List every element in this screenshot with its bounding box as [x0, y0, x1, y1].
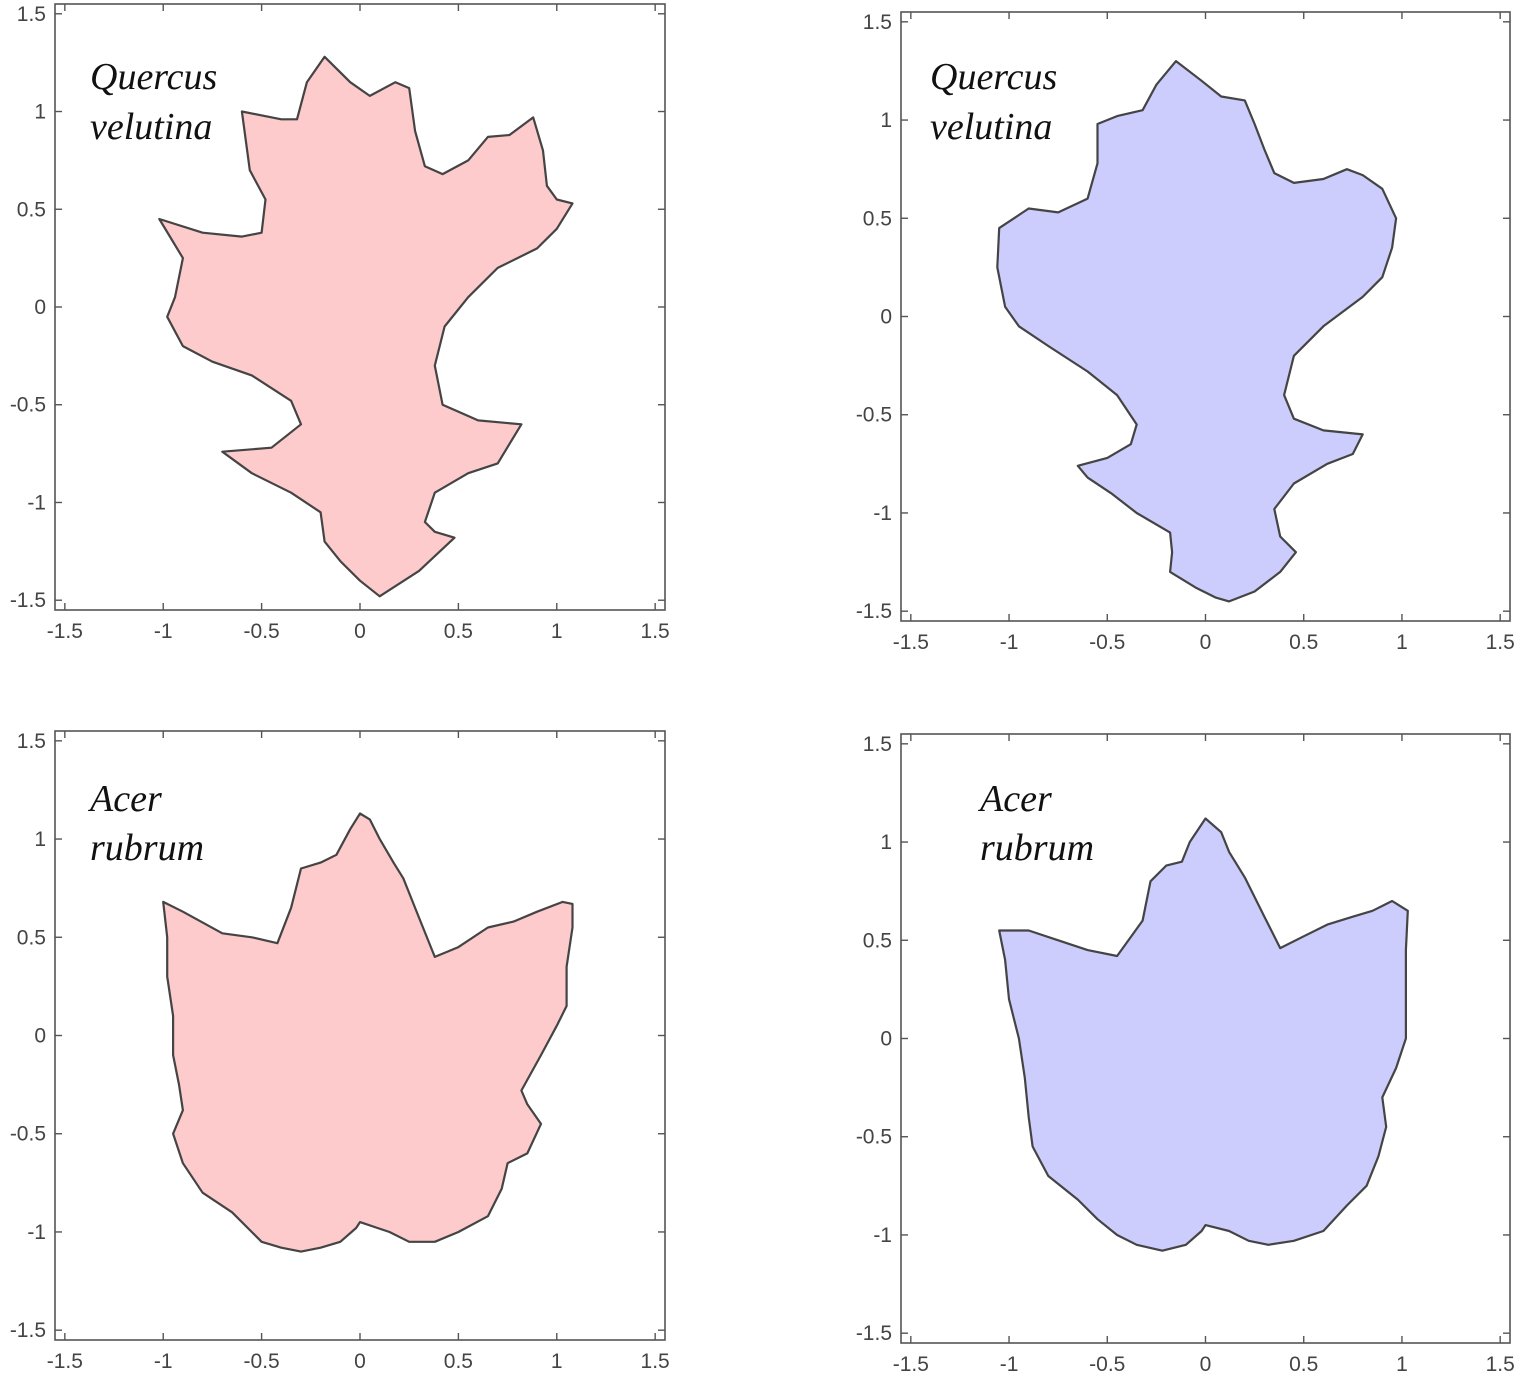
species-label-line-2: rubrum	[90, 827, 204, 869]
leaf-outline	[996, 60, 1398, 603]
y-tick-label: -1.5	[10, 589, 46, 612]
y-tick-label: 1	[34, 828, 46, 851]
x-tick-label: -1	[1000, 631, 1019, 654]
x-tick-label: 1	[1396, 631, 1408, 654]
leaf-outline	[158, 55, 574, 598]
x-tick-label: 0	[1200, 1353, 1212, 1376]
panel-bottom-right: Acer rubrum -1.5 -1 -0.5 0 0.5 1 1.5 -1.5 -1 -0.5…	[856, 733, 1515, 1376]
leaf-outline	[162, 812, 574, 1253]
y-tick-label: 1	[880, 831, 892, 854]
species-label-line-2: velutina	[930, 106, 1052, 148]
y-tick-label: 0	[880, 1028, 892, 1051]
x-tick-label: 0.5	[1289, 1353, 1318, 1376]
x-tick-label: 1.5	[641, 620, 670, 643]
x-tick-label: 0.5	[444, 1350, 473, 1373]
y-tick-label: -1	[873, 1224, 892, 1247]
y-tick-label: -1.5	[10, 1319, 46, 1342]
x-tick-label: -1.5	[893, 631, 929, 654]
x-tick-label: 1.5	[641, 1350, 670, 1373]
x-tick-label: -1.5	[47, 620, 83, 643]
y-tick-label: -1.5	[856, 1322, 892, 1345]
y-tick-label: -0.5	[10, 1123, 46, 1146]
y-tick-label: 1	[34, 101, 46, 124]
x-tick-label: 0.5	[444, 620, 473, 643]
x-tick-label: 1	[1396, 1353, 1408, 1376]
x-tick-label: 1.5	[1486, 1353, 1515, 1376]
species-label-line-1: Acer	[977, 778, 1052, 820]
y-tick-label: 0	[34, 1025, 46, 1048]
y-tick-label: 0.5	[863, 207, 892, 230]
y-tick-label: 0.5	[17, 198, 46, 221]
y-tick-label: 0	[34, 296, 46, 319]
leaf-outline	[998, 817, 1409, 1252]
x-tick-label: -0.5	[1089, 1353, 1125, 1376]
x-tick-label: -0.5	[1089, 631, 1125, 654]
species-label-line-1: Quercus	[90, 56, 217, 98]
species-label-line-1: Quercus	[930, 56, 1057, 98]
y-tick-label: 1.5	[863, 11, 892, 34]
y-tick-label: -1	[27, 1221, 46, 1244]
y-tick-label: -0.5	[856, 1126, 892, 1149]
x-tick-label: 0	[1200, 631, 1212, 654]
x-tick-label: -1.5	[893, 1353, 929, 1376]
panel-bottom-left: Acer rubrum -1.5 -1 -0.5 0 0.5 1 1.5 -1.5 -1 -0.5…	[10, 730, 670, 1373]
y-tick-label: -1.5	[856, 600, 892, 623]
y-tick-label: -0.5	[856, 404, 892, 427]
x-tick-label: 0	[354, 620, 366, 643]
y-tick-label: -0.5	[10, 394, 46, 417]
x-tick-label: -1.5	[47, 1350, 83, 1373]
y-tick-label: 1.5	[17, 3, 46, 26]
x-tick-label: -0.5	[244, 620, 280, 643]
x-tick-label: 1.5	[1486, 631, 1515, 654]
x-tick-label: -1	[154, 620, 173, 643]
y-tick-label: 1.5	[17, 730, 46, 753]
y-tick-label: 0.5	[863, 929, 892, 952]
x-tick-label: -1	[1000, 1353, 1019, 1376]
species-label-line-2: velutina	[90, 106, 212, 148]
y-tick-label: 0.5	[17, 926, 46, 949]
panel-top-left: Quercus velutina -1.5 -1 -0.5 0 0.5 1 1.5 -1.5 -…	[10, 3, 670, 643]
x-tick-label: 1	[551, 1350, 563, 1373]
species-label-line-1: Acer	[87, 778, 162, 820]
x-tick-label: -0.5	[244, 1350, 280, 1373]
y-tick-label: 0	[880, 306, 892, 329]
panel-top-right: Quercus velutina -1.5 -1 -0.5 0 0.5 1 1.5 -1.5 -…	[856, 11, 1515, 654]
y-tick-label: -1	[873, 502, 892, 525]
x-tick-label: 1	[551, 620, 563, 643]
x-tick-label: 0.5	[1289, 631, 1318, 654]
x-tick-label: -1	[154, 1350, 173, 1373]
x-tick-label: 0	[354, 1350, 366, 1373]
y-tick-label: 1.5	[863, 733, 892, 756]
species-label-line-2: rubrum	[980, 827, 1094, 869]
y-tick-label: -1	[27, 491, 46, 514]
y-tick-label: 1	[880, 109, 892, 132]
